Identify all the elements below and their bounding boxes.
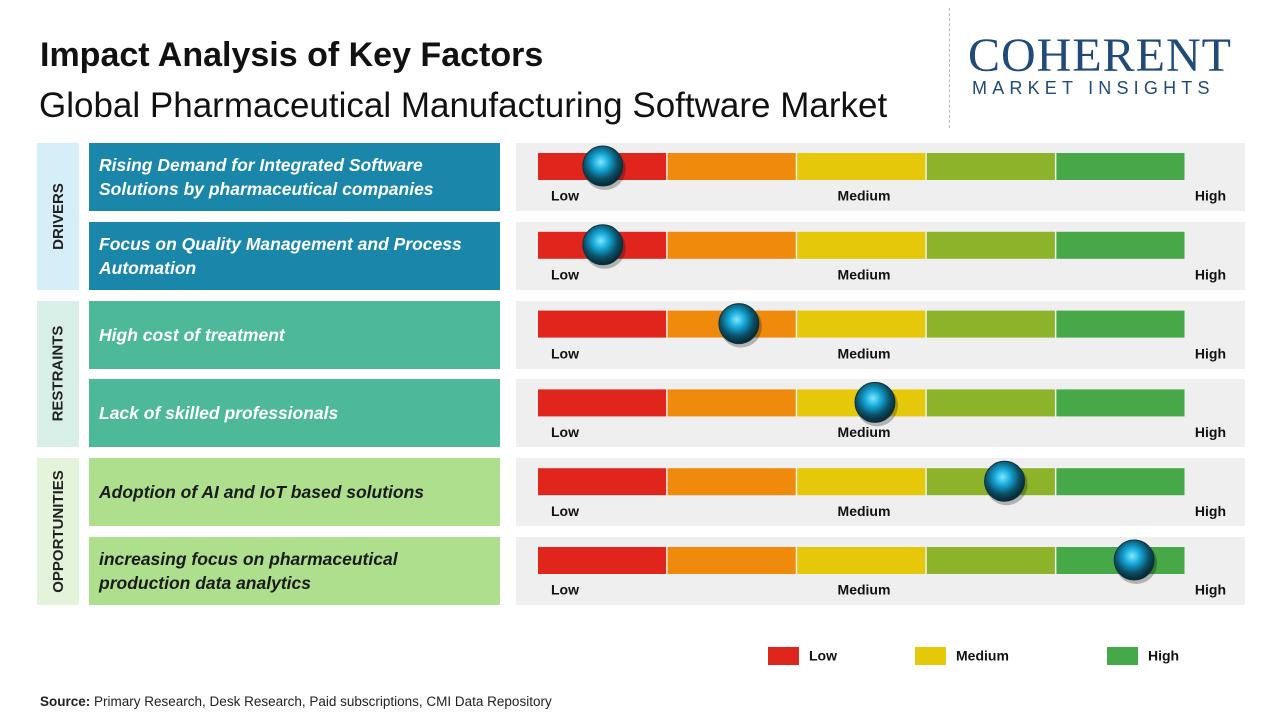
scale-segment	[797, 468, 926, 496]
scale-segment	[926, 231, 1055, 259]
scale-segment	[538, 468, 667, 496]
scale-segment	[926, 153, 1055, 180]
scale-label: Medium	[838, 267, 891, 283]
scale-label: Low	[551, 345, 579, 361]
scale-segment	[926, 389, 1055, 417]
factor-text: Adoption of AI and IoT based solutions	[99, 482, 425, 503]
impact-knob	[718, 303, 760, 345]
scale-label: Medium	[838, 582, 891, 598]
group-band: OPPORTUNITIES	[37, 458, 79, 605]
scale-label: High	[1195, 582, 1226, 598]
legend-label: Medium	[956, 648, 1009, 664]
scale-segment	[538, 310, 667, 338]
impact-knob	[582, 145, 624, 187]
scale-label: High	[1195, 345, 1226, 361]
scale-label: High	[1195, 503, 1226, 519]
factor-box: Lack of skilled professionals	[89, 379, 500, 448]
legend-swatch	[915, 647, 946, 665]
factor-text: Lack of skilled professionals	[99, 403, 339, 424]
legend-label: High	[1148, 648, 1179, 664]
scale-segment	[667, 231, 796, 259]
group-band: DRIVERS	[37, 143, 79, 290]
scale-label: High	[1195, 188, 1226, 204]
subtitle: Global Pharmaceutical Manufacturing Soft…	[39, 86, 888, 125]
scale-segment	[797, 310, 926, 338]
scale-label: Low	[551, 424, 579, 440]
scale-label: Low	[551, 188, 579, 204]
scale-segment	[667, 153, 796, 180]
impact-knob	[582, 224, 624, 266]
scale-segment	[797, 153, 926, 180]
source-label: Source:	[40, 694, 91, 709]
impact-knob	[1113, 539, 1155, 581]
scale-segment	[797, 231, 926, 259]
scale-segment	[538, 547, 667, 574]
scale-segment	[1056, 231, 1185, 259]
scale-segment	[667, 389, 796, 417]
scale-label: Medium	[838, 503, 891, 519]
scale-segment	[667, 468, 796, 496]
factor-text: Rising Demand for Integrated Software So…	[99, 155, 434, 199]
divider	[949, 8, 950, 128]
legend-swatch	[1107, 647, 1138, 665]
logo-tagline: MARKET INSIGHTS	[972, 78, 1215, 98]
factor-box: High cost of treatment	[89, 300, 500, 369]
factor-box: Focus on Quality Management and Process …	[89, 221, 500, 290]
scale-segment	[797, 547, 926, 574]
scale-segment	[538, 389, 667, 417]
scale-segment	[667, 547, 796, 574]
scale-label: Medium	[838, 188, 891, 204]
source-text: Primary Research, Desk Research, Paid su…	[94, 694, 552, 709]
scale-label: High	[1195, 267, 1226, 283]
scale-segment	[1056, 389, 1185, 417]
scale-label: Low	[551, 267, 579, 283]
scale-segment	[1056, 468, 1185, 496]
scale-label: Low	[551, 503, 579, 519]
logo-name: COHERENT	[968, 29, 1232, 82]
scale-label: Medium	[838, 424, 891, 440]
source: Source: Primary Research, Desk Research,…	[40, 694, 552, 709]
scale-segment	[926, 547, 1055, 574]
impact-knob	[854, 381, 896, 423]
scale-label: High	[1195, 424, 1226, 440]
scale-segment	[1056, 153, 1185, 180]
factor-text: increasing focus on pharmaceutical produ…	[99, 549, 398, 593]
group-band: RESTRAINTS	[37, 300, 79, 448]
factor-box: Rising Demand for Integrated Software So…	[89, 143, 500, 211]
legend-swatch	[768, 647, 799, 665]
factor-text: High cost of treatment	[99, 324, 285, 345]
scale-segment	[1056, 310, 1185, 338]
legend-label: Low	[809, 648, 837, 664]
factor-text: Focus on Quality Management and Process …	[99, 233, 462, 278]
impact-knob	[984, 460, 1026, 502]
scale-label: Medium	[838, 345, 891, 361]
title: Impact Analysis of Key Factors	[40, 36, 544, 74]
scale-label: Low	[551, 582, 579, 598]
scale-segment	[926, 310, 1055, 338]
factor-box: increasing focus on pharmaceutical produ…	[89, 537, 500, 605]
factor-box: Adoption of AI and IoT based solutions	[89, 458, 500, 527]
